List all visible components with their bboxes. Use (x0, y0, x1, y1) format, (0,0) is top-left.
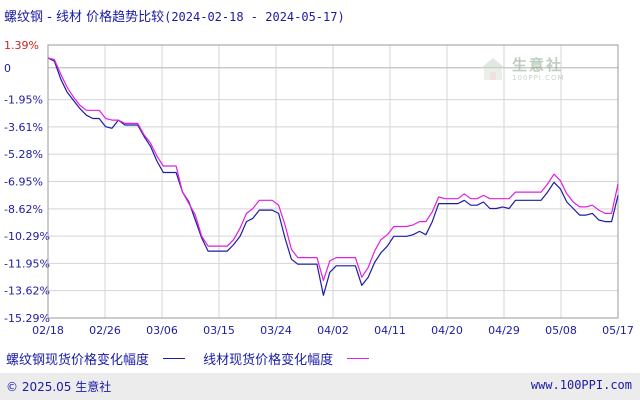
x-tick-label: 03/06 (146, 324, 178, 337)
footer: © 2025.05 生意社 www.100PPI.com (0, 373, 640, 400)
chart-area: 1.39% 0 -1.95% -3.61% -5.28% -6.95% -8.62% -10.… (4, 39, 634, 337)
y-tick-label: -8.62% (4, 203, 43, 216)
legend-swatch-rebar (163, 358, 186, 359)
footer-copyright: © 2025.05 生意社 (6, 380, 112, 394)
y-tick-label: -5.28% (4, 148, 43, 161)
legend: 螺纹钢现货价格变化幅度 线材现货价格变化幅度 (6, 349, 383, 368)
x-tick-label: 04/11 (374, 324, 406, 337)
chart-title-range: (2024-02-18 - 2024-05-17) (164, 10, 345, 24)
x-tick-label: 04/02 (317, 324, 349, 337)
legend-label-wire: 线材现货价格变化幅度 (203, 353, 334, 368)
x-tick-label: 03/15 (203, 324, 235, 337)
plot-frame (47, 44, 619, 319)
x-tick-label: 03/24 (260, 324, 292, 337)
x-tick-label: 05/17 (602, 324, 634, 337)
y-tick-label: -15.29% (4, 312, 50, 325)
watermark-text: 生意社 (512, 56, 564, 74)
legend-label-rebar: 螺纹钢现货价格变化幅度 (6, 353, 150, 368)
y-tick-label: 0 (4, 62, 11, 75)
series-line-wire (47, 57, 619, 282)
y-tick-label: -1.95% (4, 94, 43, 107)
watermark-sub: 100PPI.COM (512, 74, 565, 82)
footer-site-link[interactable]: www.100PPI.com (530, 378, 632, 392)
y-tick-label: -6.95% (4, 176, 43, 189)
legend-item-wire: 线材现货价格变化幅度 (203, 349, 370, 368)
x-tick-label: 04/20 (431, 324, 463, 337)
y-tick-label: -13.62% (4, 285, 50, 298)
x-tick-label: 02/26 (89, 324, 121, 337)
watermark: 生意社 100PPI.COM (478, 54, 574, 86)
y-tick-label: -3.61% (4, 121, 43, 134)
y-tick-label: -10.29% (4, 230, 50, 243)
series-line-rebar (47, 57, 619, 296)
y-tick-label: -11.95% (4, 257, 50, 270)
chart-title: 螺纹钢 - 线材 价格趋势比较(2024-02-18 - 2024-05-17) (4, 6, 345, 25)
watermark-house-icon (481, 58, 505, 80)
x-tick-label: 04/29 (488, 324, 520, 337)
x-tick-label: 05/08 (545, 324, 577, 337)
y-tick-label: 1.39% (4, 39, 39, 52)
x-tick-label: 02/18 (32, 324, 64, 337)
legend-item-rebar: 螺纹钢现货价格变化幅度 (6, 349, 186, 368)
chart-title-main: 螺纹钢 - 线材 价格趋势比较 (4, 10, 165, 25)
legend-swatch-wire (347, 358, 370, 359)
